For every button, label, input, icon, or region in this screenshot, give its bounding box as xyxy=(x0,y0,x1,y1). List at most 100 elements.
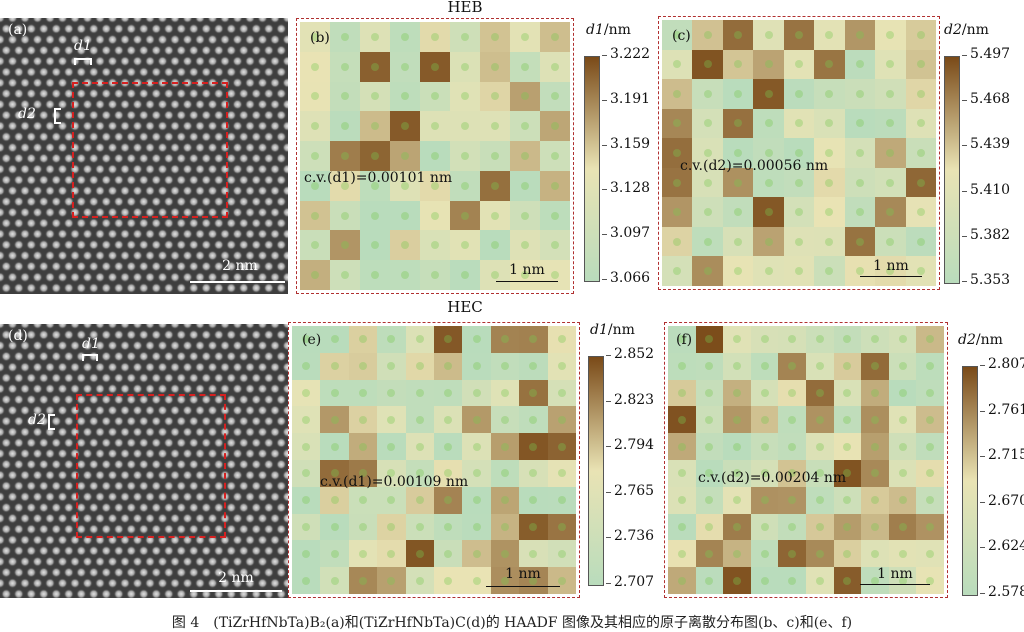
map-cell xyxy=(668,379,696,407)
map-cell xyxy=(722,226,754,257)
colorbar-tick: 3.191 xyxy=(601,90,651,107)
map-cell xyxy=(814,167,845,198)
colorbar-title-f: d2/nm xyxy=(958,332,1003,348)
map-cell xyxy=(490,567,520,594)
map-cell xyxy=(300,170,330,201)
colorbar-tick: 2.807 xyxy=(979,356,1024,372)
map-cell xyxy=(695,540,724,568)
map-cell xyxy=(420,170,450,201)
map-cell xyxy=(875,256,906,286)
map-cell xyxy=(750,406,779,434)
map-cell xyxy=(778,459,806,487)
map-cell xyxy=(462,486,491,514)
panel-label-c: (c) xyxy=(672,28,691,44)
map-cell xyxy=(833,379,862,407)
map-cell xyxy=(861,406,889,434)
d2-label: d2 xyxy=(18,106,36,122)
map-cell xyxy=(723,513,751,541)
atom-lattice xyxy=(0,18,288,294)
map-cell xyxy=(510,200,540,231)
map-cell xyxy=(360,260,390,290)
map-cell xyxy=(377,406,406,434)
d2-bracket xyxy=(48,414,55,430)
map-cell xyxy=(405,326,434,353)
map-cell xyxy=(348,486,378,514)
map-cell xyxy=(490,352,520,380)
map-cell xyxy=(348,406,378,434)
map-cell xyxy=(723,540,751,568)
map-cell xyxy=(405,379,434,407)
map-cell xyxy=(320,406,349,434)
map-scalebar-label-e: 1 nm xyxy=(505,566,541,582)
scalebar-line xyxy=(190,590,282,592)
map-cell xyxy=(377,540,406,568)
map-cell xyxy=(916,433,944,460)
map-cell xyxy=(753,20,784,50)
map-cell xyxy=(348,379,378,407)
map-cell xyxy=(390,22,420,52)
d1-label: d1 xyxy=(82,336,100,352)
map-cell xyxy=(348,540,378,568)
map-cell xyxy=(668,406,696,434)
map-cell xyxy=(450,200,480,231)
map-cell xyxy=(490,486,520,514)
map-cell xyxy=(692,138,723,168)
map-cell xyxy=(292,540,321,568)
map-cell xyxy=(490,540,520,568)
map-cell xyxy=(814,226,845,257)
haadf-image-a xyxy=(0,18,288,294)
map-cell xyxy=(360,111,390,142)
map-cell xyxy=(753,256,784,286)
map-cell xyxy=(390,51,420,82)
map-cell xyxy=(888,326,917,353)
map-cell xyxy=(462,540,491,568)
map-cell xyxy=(806,326,834,353)
map-cell xyxy=(875,197,906,227)
map-cell xyxy=(540,111,570,142)
map-cell xyxy=(547,326,576,353)
map-cell xyxy=(547,406,576,434)
colorbar-tick: 5.353 xyxy=(961,272,1011,288)
colorbar-tick: 2.707 xyxy=(605,574,655,590)
map-cell xyxy=(390,200,420,231)
map-cell xyxy=(405,513,434,541)
map-cell xyxy=(753,197,784,227)
map-cell xyxy=(330,230,360,261)
map-cell xyxy=(450,22,480,52)
map-cell xyxy=(433,406,463,434)
map-cell xyxy=(330,170,360,201)
map-cell xyxy=(540,22,570,52)
map-cell xyxy=(390,111,420,142)
map-cell xyxy=(778,433,806,460)
colorbar-tick: 3.066 xyxy=(601,270,651,286)
map-cell xyxy=(480,111,510,142)
map-cell xyxy=(420,22,450,52)
map-cell xyxy=(844,49,876,80)
map-cell xyxy=(377,326,406,353)
map-cell xyxy=(916,326,944,353)
map-cell xyxy=(348,352,378,380)
map-frame-e xyxy=(288,322,580,598)
map-cell xyxy=(844,226,876,257)
map-cell xyxy=(695,459,724,487)
map-cell xyxy=(722,108,754,139)
map-cell xyxy=(320,513,349,541)
map-cell xyxy=(662,197,693,227)
map-frame-b xyxy=(296,18,574,294)
map-cell xyxy=(540,141,570,171)
map-cell xyxy=(300,230,330,261)
map-cell xyxy=(450,230,480,261)
map-cell xyxy=(905,20,936,50)
map-cell xyxy=(320,433,349,460)
map-cell xyxy=(723,459,751,487)
map-cell xyxy=(360,22,390,52)
map-cell xyxy=(547,540,576,568)
panel-label-d: (d) xyxy=(8,328,28,344)
map-cell xyxy=(662,79,693,109)
map-cell xyxy=(668,540,696,568)
map-cell xyxy=(662,256,693,286)
map-cell xyxy=(320,379,349,407)
colorbar-tick: 5.410 xyxy=(961,181,1011,198)
map-cell xyxy=(916,486,944,514)
map-cell xyxy=(753,138,784,168)
